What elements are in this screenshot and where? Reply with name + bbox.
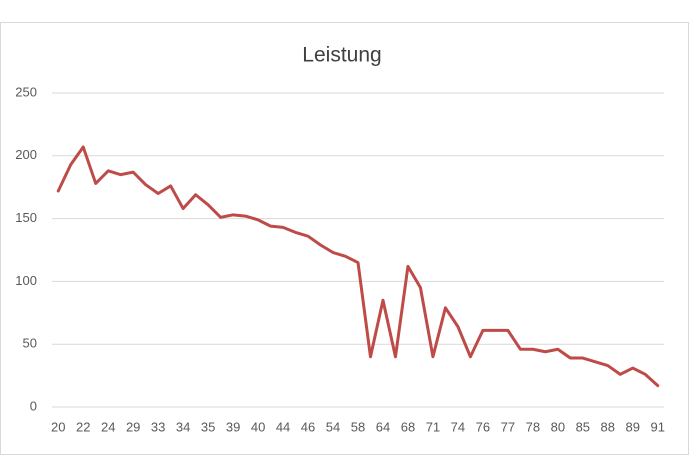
- x-tick-label: 35: [201, 419, 215, 434]
- x-tick-label: 77: [501, 419, 515, 434]
- x-tick-label: 24: [101, 419, 115, 434]
- x-tick-label: 54: [326, 419, 340, 434]
- y-tick-label: 0: [30, 398, 37, 413]
- y-tick-label: 50: [23, 336, 37, 351]
- x-tick-label: 44: [276, 419, 290, 434]
- x-tick-label: 22: [76, 419, 90, 434]
- x-tick-label: 34: [176, 419, 190, 434]
- x-tick-label: 39: [226, 419, 240, 434]
- x-tick-label: 68: [401, 419, 415, 434]
- y-tick-label: 200: [15, 147, 37, 162]
- x-tick-label: 91: [651, 419, 665, 434]
- x-tick-label: 85: [576, 419, 590, 434]
- x-tick-label: 40: [251, 419, 265, 434]
- y-tick-label: 150: [15, 210, 37, 225]
- data-line: [56, 145, 660, 388]
- x-tick-label: 20: [51, 419, 65, 434]
- x-tick-label: 58: [351, 419, 365, 434]
- x-tick-label: 64: [376, 419, 390, 434]
- x-tick-label: 80: [551, 419, 565, 434]
- x-tick-label: 29: [126, 419, 140, 434]
- y-tick-label: 250: [15, 84, 37, 99]
- x-tick-label: 88: [601, 419, 615, 434]
- x-tick-label: 46: [301, 419, 315, 434]
- x-tick-label: 74: [451, 419, 465, 434]
- y-tick-label: 100: [15, 273, 37, 288]
- x-tick-label: 78: [526, 419, 540, 434]
- x-tick-label: 33: [151, 419, 165, 434]
- chart-title: Leistung: [302, 44, 381, 67]
- x-tick-label: 89: [626, 419, 640, 434]
- chart-frame: [0, 22, 689, 455]
- x-tick-label: 76: [476, 419, 490, 434]
- x-tick-label: 71: [426, 419, 440, 434]
